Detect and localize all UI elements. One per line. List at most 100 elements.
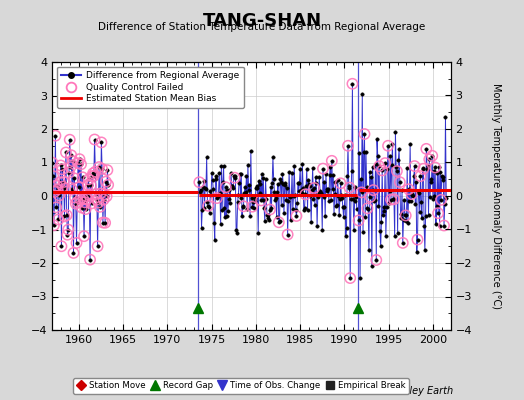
Point (101, 220, 110, 226)
Point (72, 240, 81, 246)
Point (84, 176, 93, 182)
Point (390, 196, 398, 202)
Point (74, 160, 82, 166)
Point (361, 131, 369, 137)
Point (425, 156, 433, 162)
Legend: Difference from Regional Average, Quality Control Failed, Estimated Station Mean: Difference from Regional Average, Qualit… (57, 66, 244, 108)
Point (50, 189, 59, 195)
Point (53, 186, 62, 192)
Text: Berkeley Earth: Berkeley Earth (381, 386, 453, 396)
Point (419, 166, 428, 172)
Point (61, 186, 69, 192)
Point (96, 204, 104, 210)
Point (348, 80, 357, 87)
Point (84, 182, 92, 188)
Point (100, 191, 108, 198)
Point (266, 206, 274, 213)
Point (416, 173, 424, 179)
Point (102, 178, 110, 185)
Point (78, 204, 86, 211)
Point (91, 136, 99, 143)
Point (103, 167, 112, 173)
Point (62, 212, 71, 218)
Point (77, 161, 85, 168)
Point (50, 222, 58, 228)
Point (60, 179, 68, 185)
Point (88, 200, 96, 207)
Point (357, 189, 366, 196)
Point (387, 196, 395, 203)
Point (95, 164, 103, 170)
Point (54, 216, 63, 223)
Point (195, 179, 203, 186)
Point (366, 194, 375, 200)
Point (422, 146, 431, 152)
Point (81, 206, 90, 212)
Point (375, 163, 384, 170)
Point (85, 192, 93, 198)
Point (86, 182, 95, 188)
Point (104, 182, 112, 188)
Point (401, 212, 410, 219)
Point (213, 195, 221, 201)
Point (67, 152, 75, 158)
Point (69, 158, 77, 164)
Point (440, 222, 448, 229)
Point (60, 213, 69, 220)
Point (99, 219, 107, 226)
Point (372, 257, 380, 263)
Point (48, 160, 57, 166)
Point (434, 210, 442, 216)
Point (57, 243, 66, 250)
Point (292, 213, 301, 219)
Point (79, 174, 87, 180)
Point (81, 199, 89, 206)
Point (275, 219, 283, 226)
Point (283, 231, 292, 238)
Point (257, 197, 265, 204)
Point (369, 187, 377, 193)
Point (93, 243, 102, 250)
Point (336, 180, 345, 186)
Point (378, 167, 386, 174)
Point (396, 179, 404, 185)
Point (90, 173, 98, 179)
Point (437, 197, 445, 203)
Point (405, 186, 413, 192)
Point (328, 158, 336, 164)
Point (53, 183, 61, 189)
Point (76, 196, 84, 202)
Point (428, 152, 436, 159)
Point (413, 236, 422, 243)
Point (248, 204, 256, 210)
Point (66, 136, 74, 143)
Point (80, 233, 88, 239)
Point (381, 160, 389, 166)
Point (354, 217, 363, 224)
Point (93, 196, 101, 203)
Point (98, 166, 106, 172)
Point (58, 166, 67, 172)
Point (83, 196, 91, 202)
Point (69, 250, 78, 256)
Point (51, 132, 60, 139)
Point (49, 173, 57, 179)
Legend: Station Move, Record Gap, Time of Obs. Change, Empirical Break: Station Move, Record Gap, Time of Obs. C… (73, 378, 409, 394)
Point (75, 156, 84, 162)
Point (222, 184, 230, 190)
Point (204, 203, 212, 209)
Point (431, 164, 439, 171)
Point (310, 185, 319, 191)
Point (100, 196, 108, 203)
Point (103, 193, 111, 200)
Point (79, 196, 88, 202)
Point (88, 173, 96, 180)
Point (345, 184, 354, 191)
Point (91, 168, 100, 175)
Point (239, 203, 248, 210)
Point (56, 179, 64, 186)
Point (231, 174, 239, 181)
Point (71, 194, 79, 201)
Point (73, 199, 81, 205)
Point (410, 163, 419, 169)
